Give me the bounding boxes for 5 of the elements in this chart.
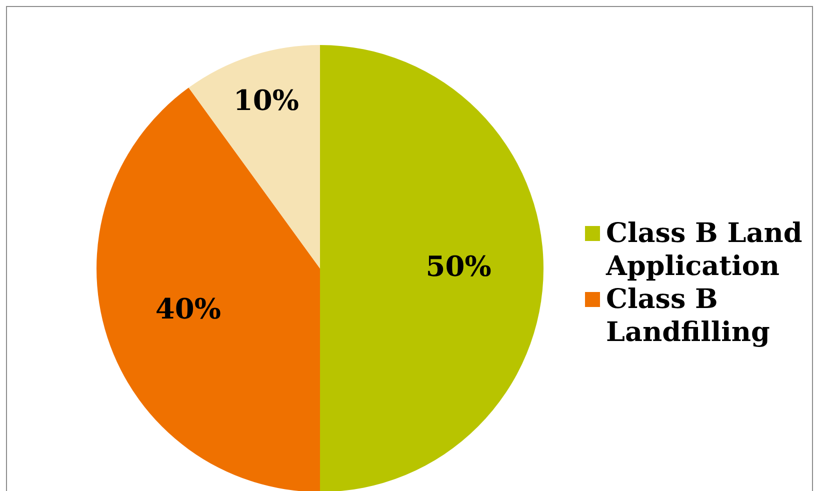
data-label: 40% (155, 292, 221, 326)
legend-label: Class B Land Application (606, 217, 804, 283)
data-label: 50% (426, 250, 492, 283)
data-label: 10% (233, 84, 299, 117)
legend-label: Class B Landfilling (606, 283, 771, 349)
